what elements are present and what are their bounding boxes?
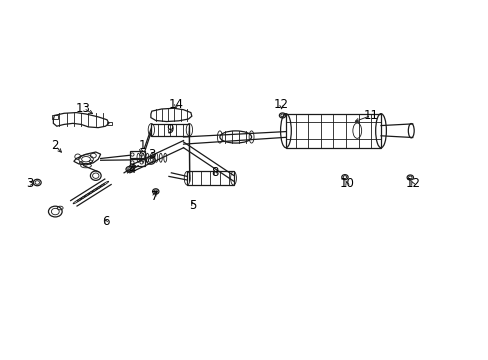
Text: 2: 2 bbox=[51, 139, 59, 152]
Text: 9: 9 bbox=[166, 123, 173, 136]
Text: 3: 3 bbox=[148, 148, 155, 161]
Text: 12: 12 bbox=[273, 98, 288, 111]
Bar bbox=[151, 123, 189, 136]
Text: 11: 11 bbox=[363, 109, 378, 122]
Text: 7: 7 bbox=[150, 190, 158, 203]
Text: 6: 6 bbox=[102, 215, 109, 228]
Bar bbox=[107, 122, 112, 126]
Text: 14: 14 bbox=[168, 98, 183, 111]
Text: 3: 3 bbox=[26, 177, 34, 190]
Bar bbox=[130, 151, 144, 158]
Text: 5: 5 bbox=[189, 199, 197, 212]
Bar bbox=[52, 116, 58, 119]
Text: 10: 10 bbox=[339, 177, 354, 190]
Text: 13: 13 bbox=[76, 102, 91, 115]
Text: 1: 1 bbox=[138, 139, 145, 152]
Text: 4: 4 bbox=[128, 163, 136, 176]
Text: 8: 8 bbox=[211, 166, 219, 179]
Bar bbox=[285, 114, 380, 148]
Bar bbox=[187, 171, 233, 185]
Bar bbox=[130, 159, 144, 166]
Text: 12: 12 bbox=[405, 177, 419, 190]
